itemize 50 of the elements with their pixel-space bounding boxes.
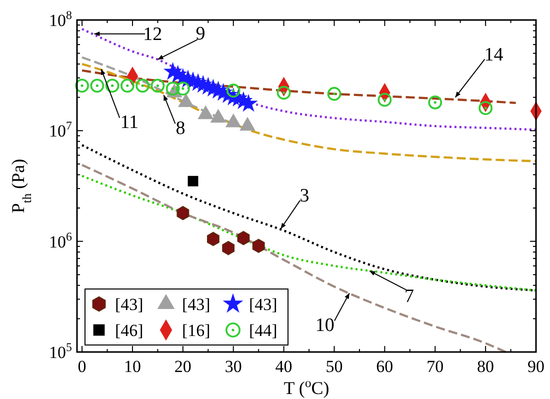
annotation: 11 — [120, 112, 139, 134]
annotation: 8 — [176, 118, 186, 140]
point — [176, 206, 190, 220]
annotation: 14 — [484, 44, 504, 66]
x-tick-label: 10 — [124, 357, 141, 376]
y-tick-label: 10$^{8}$ — [49, 8, 72, 30]
y-tick-label: 10$^{6}$ — [49, 229, 72, 252]
annotation: 10 — [315, 315, 334, 336]
point — [188, 176, 198, 186]
legend-label: [46] — [115, 321, 144, 340]
point — [276, 86, 291, 100]
line-series — [80, 164, 507, 354]
point — [222, 240, 235, 256]
x-tick-label: 0 — [78, 357, 86, 376]
legend-label: [43] — [249, 295, 278, 314]
point — [428, 95, 442, 110]
x-tick-label: 80 — [477, 357, 494, 376]
y-tick-label: 10$^{5}$ — [49, 340, 72, 362]
annotation: 9 — [196, 23, 206, 44]
point — [327, 86, 342, 101]
point — [478, 101, 493, 116]
point — [136, 78, 150, 93]
point — [237, 230, 250, 246]
point — [75, 78, 89, 93]
line-series — [80, 62, 538, 162]
x-axis-title: T ($^{o}$C) — [284, 376, 330, 398]
x-tick-label: 70 — [426, 357, 444, 376]
x-tick-label: 60 — [376, 357, 394, 376]
legend-label: [43] — [115, 295, 144, 314]
point — [176, 82, 190, 96]
x-tick-label: 90 — [528, 357, 544, 376]
annotation: 12 — [143, 24, 162, 45]
y-tick-label: 10$^{7}$ — [49, 118, 72, 141]
point — [90, 78, 104, 93]
annotation: 7 — [404, 286, 414, 307]
annotation: 3 — [300, 186, 310, 207]
point — [120, 78, 134, 93]
point — [206, 232, 220, 246]
point — [150, 78, 165, 93]
x-tick-label: 50 — [326, 357, 343, 376]
point — [166, 82, 180, 96]
point — [252, 238, 265, 253]
legend-label: [43] — [182, 295, 210, 314]
x-tick-label: 40 — [275, 357, 292, 376]
x-tick-label: 20 — [174, 357, 192, 376]
point — [105, 78, 120, 93]
legend-label: [16] — [182, 321, 210, 340]
point — [378, 92, 392, 107]
x-tick-label: 30 — [224, 357, 242, 376]
legend-label: [44] — [249, 321, 278, 340]
